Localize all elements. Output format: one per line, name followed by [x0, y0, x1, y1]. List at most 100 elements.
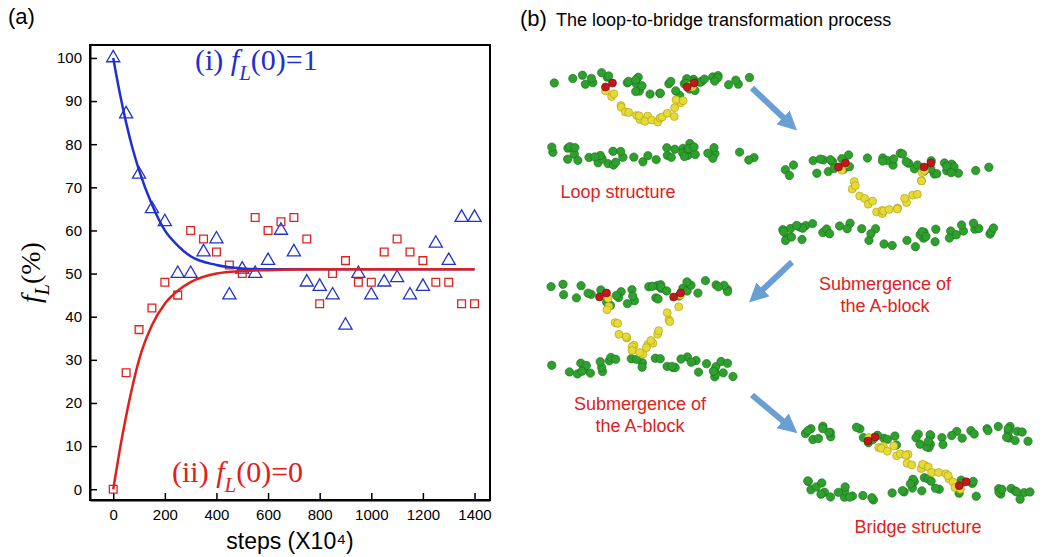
bead	[789, 161, 797, 169]
bead	[694, 289, 702, 297]
y-tick: 60	[65, 222, 97, 239]
bead	[932, 225, 940, 233]
data-point	[274, 223, 287, 234]
y-tick-mark	[90, 144, 97, 146]
x-tick-mark	[319, 493, 321, 500]
bead	[587, 74, 595, 82]
y-tick-mark	[90, 360, 97, 362]
snapshot	[548, 69, 759, 170]
y-tick-mark	[90, 403, 97, 405]
bead	[868, 494, 876, 502]
step-label: Loop structure	[560, 182, 675, 202]
arrow	[756, 262, 792, 296]
arrow	[752, 88, 790, 124]
bead	[584, 289, 592, 297]
plot-frame	[90, 45, 490, 500]
junction-bead	[602, 83, 610, 91]
bead	[586, 369, 594, 377]
bead	[729, 372, 737, 380]
bead	[1004, 424, 1012, 432]
bead	[817, 490, 825, 498]
x-tick-mark	[423, 493, 425, 500]
data-point	[148, 304, 156, 312]
bead	[785, 171, 793, 179]
data-point	[378, 275, 391, 286]
bead	[958, 434, 966, 442]
bead	[804, 477, 812, 485]
junction-bead	[864, 437, 872, 445]
step-label: Bridge structure	[854, 517, 981, 537]
x-tick-mark	[474, 493, 476, 500]
data-point	[264, 227, 272, 235]
bead	[927, 477, 935, 485]
y-tick-mark	[90, 101, 97, 103]
arrow	[752, 395, 790, 427]
bead	[869, 197, 877, 205]
bead	[813, 169, 821, 177]
bead	[902, 451, 910, 459]
bead	[670, 113, 678, 121]
data-point	[471, 300, 479, 308]
x-tick-mark	[371, 493, 373, 500]
junction-bead	[927, 159, 935, 167]
x-tick: 200	[153, 493, 178, 523]
data-point	[442, 253, 455, 264]
y-tick-mark	[90, 446, 97, 448]
x-tick-mark	[113, 493, 115, 500]
data-point	[122, 369, 130, 377]
bead	[745, 73, 753, 81]
data-point	[187, 227, 195, 235]
bead	[647, 336, 655, 344]
data-point	[416, 279, 429, 290]
x-tick-mark	[216, 493, 218, 500]
bead	[675, 303, 683, 311]
x-tick: 1400	[458, 493, 491, 523]
x-tick: 800	[308, 493, 333, 523]
y-tick-mark	[90, 230, 97, 232]
y-axis: 0102030405060708090100	[57, 46, 97, 501]
data-point	[261, 253, 274, 264]
bead	[845, 493, 853, 501]
bead	[655, 327, 663, 335]
bead	[668, 362, 676, 370]
y-tick-mark	[90, 489, 97, 491]
bead	[578, 71, 586, 79]
bead	[857, 224, 865, 232]
bead	[638, 363, 646, 371]
y-tick-mark	[90, 58, 97, 60]
bead	[972, 492, 980, 500]
bead	[851, 182, 859, 190]
y-tick: 80	[65, 135, 97, 152]
step-label: Submergence ofthe A-block	[574, 394, 707, 436]
bead	[687, 358, 695, 366]
bead	[646, 90, 654, 98]
bead	[701, 276, 709, 284]
bead	[700, 75, 708, 83]
data-point	[468, 210, 481, 221]
diagram-title: The loop-to-bridge transformation proces…	[556, 10, 891, 30]
bead	[714, 283, 722, 291]
data-point	[455, 210, 468, 221]
bead	[572, 294, 580, 302]
bead	[814, 434, 822, 442]
bead	[591, 153, 599, 161]
data-point	[429, 236, 442, 247]
y-tick-label: 40	[65, 308, 82, 325]
bead	[878, 157, 886, 165]
bead	[574, 156, 582, 164]
bead	[898, 486, 906, 494]
data-point	[290, 214, 298, 222]
bead	[677, 355, 685, 363]
data-point	[184, 266, 197, 277]
data-point	[287, 244, 300, 255]
data-point	[406, 248, 414, 256]
bead	[709, 367, 717, 375]
panel-label: (b)	[520, 6, 547, 31]
y-tick: 40	[65, 308, 97, 325]
bead	[732, 76, 740, 84]
x-tick: 600	[256, 493, 281, 523]
data-point	[329, 270, 337, 278]
bead	[1026, 488, 1034, 496]
data-point	[367, 278, 375, 286]
bead	[863, 154, 871, 162]
